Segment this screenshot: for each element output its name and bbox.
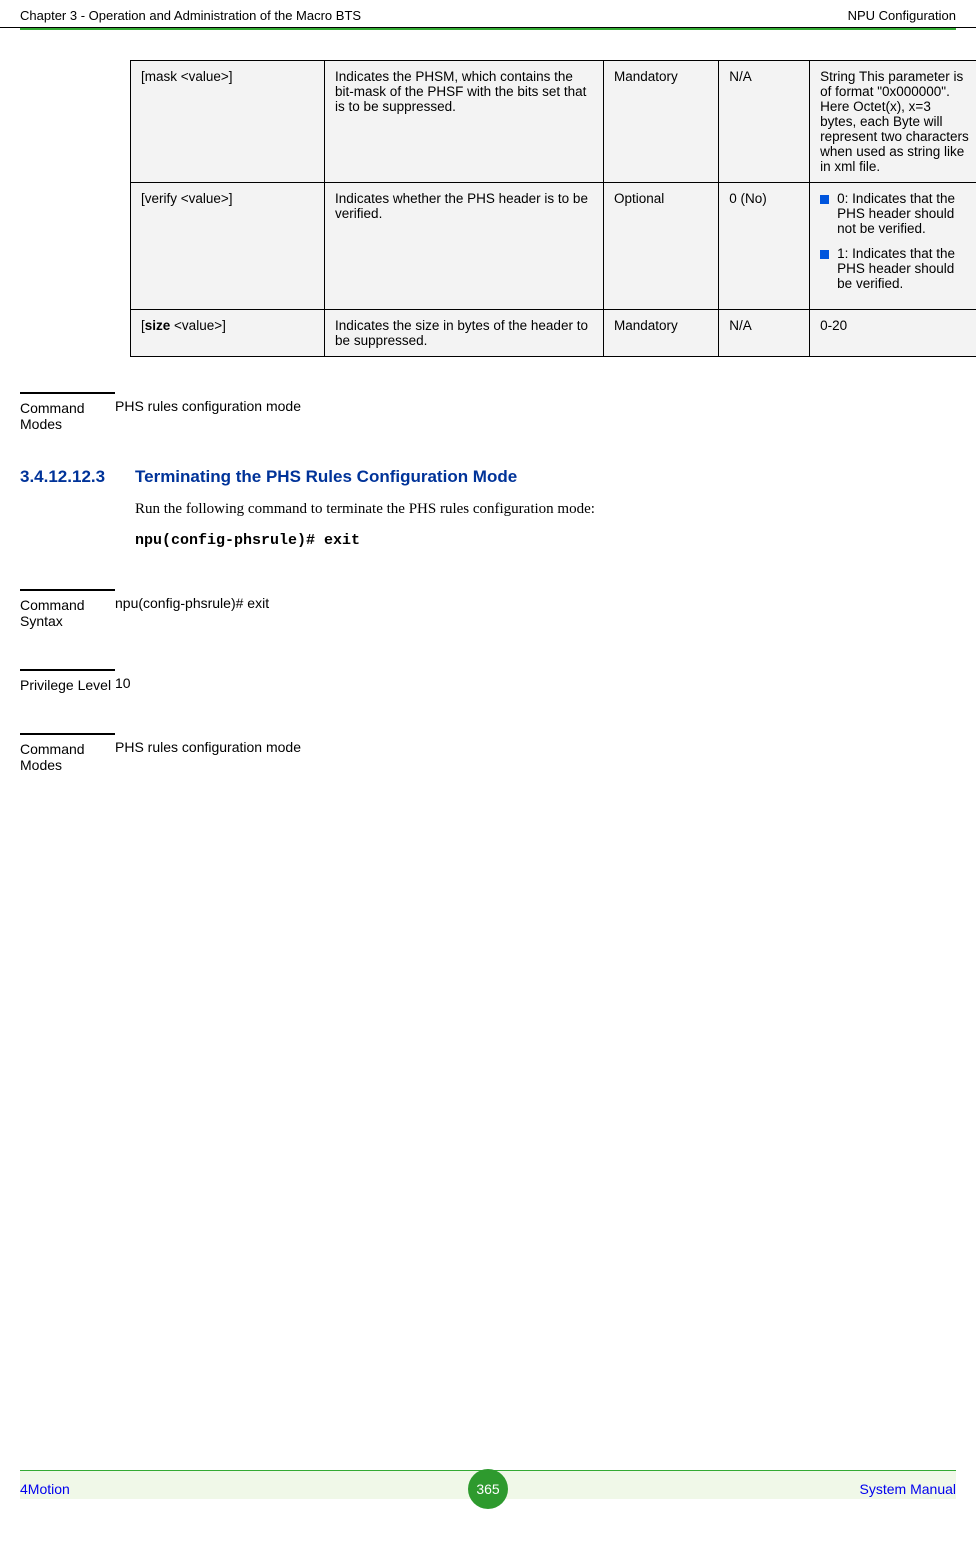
bullet-square-icon [820,195,829,204]
bullet-square-icon [820,250,829,259]
def-label: Command Modes [20,733,115,773]
header-accent [20,28,956,30]
command-modes-block: Command Modes PHS rules configuration mo… [20,733,870,773]
cell-possible: 0-20 [810,310,976,357]
cell-desc: Indicates whether the PHS header is to b… [325,183,604,310]
page-number: 365 [476,1481,499,1497]
list-item: 1: Indicates that the PHS header should … [820,246,969,291]
cell-presence: Mandatory [604,310,719,357]
cell-param: [mask <value>] [131,61,325,183]
cell-default: 0 (No) [719,183,810,310]
section-title: Terminating the PHS Rules Configuration … [135,467,956,487]
header-left: Chapter 3 - Operation and Administration… [20,8,361,23]
cell-default: N/A [719,310,810,357]
cell-possible: 0: Indicates that the PHS header should … [810,183,976,310]
section-number: 3.4.12.12.3 [20,467,135,487]
def-value: 10 [115,669,870,693]
content-area: [mask <value>] Indicates the PHSM, which… [0,60,976,1470]
def-value: PHS rules configuration mode [115,392,870,432]
table-row: [mask <value>] Indicates the PHSM, which… [131,61,976,183]
footer-right: System Manual [860,1481,956,1497]
command-syntax-block: Command Syntax npu(config-phsrule)# exit [20,589,870,629]
cell-presence: Optional [604,183,719,310]
table-row: [verify <value>] Indicates whether the P… [131,183,976,310]
section-heading: 3.4.12.12.3 Terminating the PHS Rules Co… [20,467,956,487]
cell-possible: String This parameter is of format "0x00… [810,61,976,183]
parameter-table: [mask <value>] Indicates the PHSM, which… [130,60,976,357]
def-value: PHS rules configuration mode [115,733,870,773]
cell-param: [size <value>] [131,310,325,357]
def-label: Privilege Level [20,669,115,693]
cell-desc: Indicates the PHSM, which contains the b… [325,61,604,183]
section-body: Run the following command to terminate t… [135,501,956,518]
cell-default: N/A [719,61,810,183]
table-row: [size <value>] Indicates the size in byt… [131,310,976,357]
cell-desc: Indicates the size in bytes of the heade… [325,310,604,357]
def-label: Command Modes [20,392,115,432]
cell-presence: Mandatory [604,61,719,183]
list-text: 0: Indicates that the PHS header should … [837,191,969,236]
privilege-level-block: Privilege Level 10 [20,669,870,693]
page-footer: 4Motion 365 System Manual [0,1471,976,1517]
page-header: Chapter 3 - Operation and Administration… [0,0,976,28]
header-right: NPU Configuration [848,8,956,23]
def-value: npu(config-phsrule)# exit [115,589,870,629]
cell-param: [verify <value>] [131,183,325,310]
list-text: 1: Indicates that the PHS header should … [837,246,969,291]
def-label: Command Syntax [20,589,115,629]
section-code: npu(config-phsrule)# exit [135,532,956,549]
list-item: 0: Indicates that the PHS header should … [820,191,969,236]
command-modes-block: Command Modes PHS rules configuration mo… [20,392,870,432]
footer-left: 4Motion [20,1481,70,1497]
page-number-badge: 365 [468,1469,508,1509]
